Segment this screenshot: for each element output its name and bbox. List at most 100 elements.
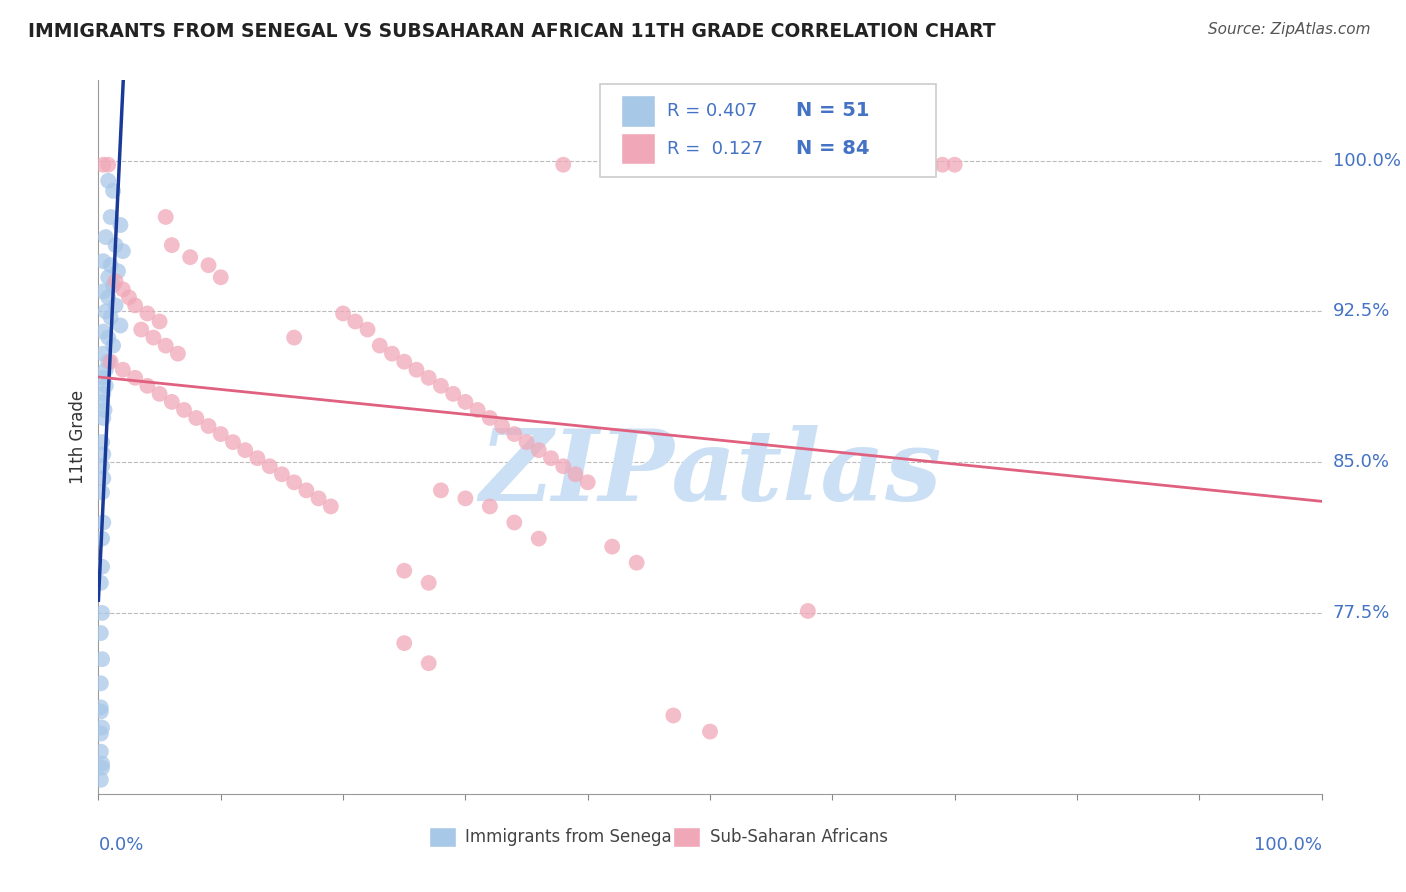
Point xyxy=(90,700,112,714)
Point xyxy=(668,158,690,172)
Point xyxy=(920,158,942,172)
Point xyxy=(270,467,294,482)
Point xyxy=(91,721,114,735)
Point xyxy=(97,354,120,368)
Y-axis label: 11th Grade: 11th Grade xyxy=(69,390,87,484)
Point xyxy=(100,310,122,325)
Text: N = 51: N = 51 xyxy=(796,102,869,120)
Point xyxy=(110,218,132,232)
Point xyxy=(155,338,177,352)
Point xyxy=(246,451,269,466)
Point xyxy=(467,403,489,417)
Text: 100.0%: 100.0% xyxy=(1333,152,1400,169)
Point xyxy=(186,411,208,425)
Point xyxy=(100,354,122,368)
Point xyxy=(392,354,416,368)
Bar xyxy=(620,95,655,127)
Point xyxy=(91,158,114,172)
Point xyxy=(91,532,114,546)
Point xyxy=(90,705,112,719)
Point xyxy=(91,325,114,339)
Point xyxy=(405,363,427,377)
Point xyxy=(118,290,141,304)
Text: Sub-Saharan Africans: Sub-Saharan Africans xyxy=(710,829,889,847)
Point xyxy=(155,210,177,224)
Point xyxy=(90,726,112,740)
Point xyxy=(100,258,122,272)
Point xyxy=(94,379,117,393)
Point xyxy=(600,540,623,554)
Point xyxy=(295,483,318,498)
Point xyxy=(97,174,120,188)
Point xyxy=(553,459,575,474)
Point xyxy=(136,306,159,320)
Point xyxy=(491,419,513,434)
Point xyxy=(392,636,416,650)
FancyBboxPatch shape xyxy=(600,84,936,177)
Point xyxy=(233,443,256,458)
Bar xyxy=(673,828,700,847)
Point xyxy=(90,745,112,759)
Bar xyxy=(429,828,456,847)
Point xyxy=(104,238,127,252)
Point xyxy=(943,158,966,172)
Point xyxy=(821,158,844,172)
Point xyxy=(91,606,114,620)
Point xyxy=(91,471,114,485)
Text: IMMIGRANTS FROM SENEGAL VS SUBSAHARAN AFRICAN 11TH GRADE CORRELATION CHART: IMMIGRANTS FROM SENEGAL VS SUBSAHARAN AF… xyxy=(28,22,995,41)
Text: R = 0.407: R = 0.407 xyxy=(668,102,758,120)
Point xyxy=(93,403,115,417)
Point xyxy=(90,772,112,787)
Point xyxy=(111,282,134,296)
Point xyxy=(283,330,305,344)
Point xyxy=(283,475,305,490)
Point xyxy=(259,459,281,474)
Point xyxy=(478,500,501,514)
Point xyxy=(101,184,124,198)
Point xyxy=(97,290,120,304)
Point xyxy=(478,411,501,425)
Point xyxy=(94,304,117,318)
Point xyxy=(91,387,114,401)
Point xyxy=(91,485,114,500)
Point xyxy=(454,491,477,506)
Point xyxy=(503,427,526,442)
Text: Immigrants from Senegal: Immigrants from Senegal xyxy=(465,829,676,847)
Point xyxy=(197,258,219,272)
Point xyxy=(626,556,648,570)
Point xyxy=(454,395,477,409)
Point xyxy=(319,500,342,514)
Point xyxy=(91,652,114,666)
Point xyxy=(173,403,195,417)
Text: R =  0.127: R = 0.127 xyxy=(668,140,763,158)
Point xyxy=(209,270,232,285)
Text: N = 84: N = 84 xyxy=(796,139,869,158)
Point xyxy=(392,564,416,578)
Point xyxy=(797,158,820,172)
Point xyxy=(91,371,114,385)
Point xyxy=(110,318,132,333)
Point xyxy=(576,475,599,490)
Text: ZIPatlas: ZIPatlas xyxy=(479,425,941,521)
Point xyxy=(197,419,219,434)
Text: 85.0%: 85.0% xyxy=(1333,453,1389,471)
Text: 100.0%: 100.0% xyxy=(1254,836,1322,854)
Point xyxy=(111,244,134,259)
Point xyxy=(107,264,129,278)
Point xyxy=(515,435,537,450)
Point xyxy=(527,443,550,458)
Point xyxy=(91,756,114,771)
Point xyxy=(368,338,391,352)
Point xyxy=(356,322,378,336)
Point xyxy=(418,575,440,590)
Point xyxy=(91,346,114,360)
Point xyxy=(931,158,953,172)
Point xyxy=(104,274,127,288)
Point xyxy=(418,371,440,385)
Point xyxy=(90,575,112,590)
Point xyxy=(91,395,114,409)
Point xyxy=(149,314,172,328)
Text: 92.5%: 92.5% xyxy=(1333,302,1391,320)
Point xyxy=(101,278,124,293)
Point xyxy=(101,338,124,352)
